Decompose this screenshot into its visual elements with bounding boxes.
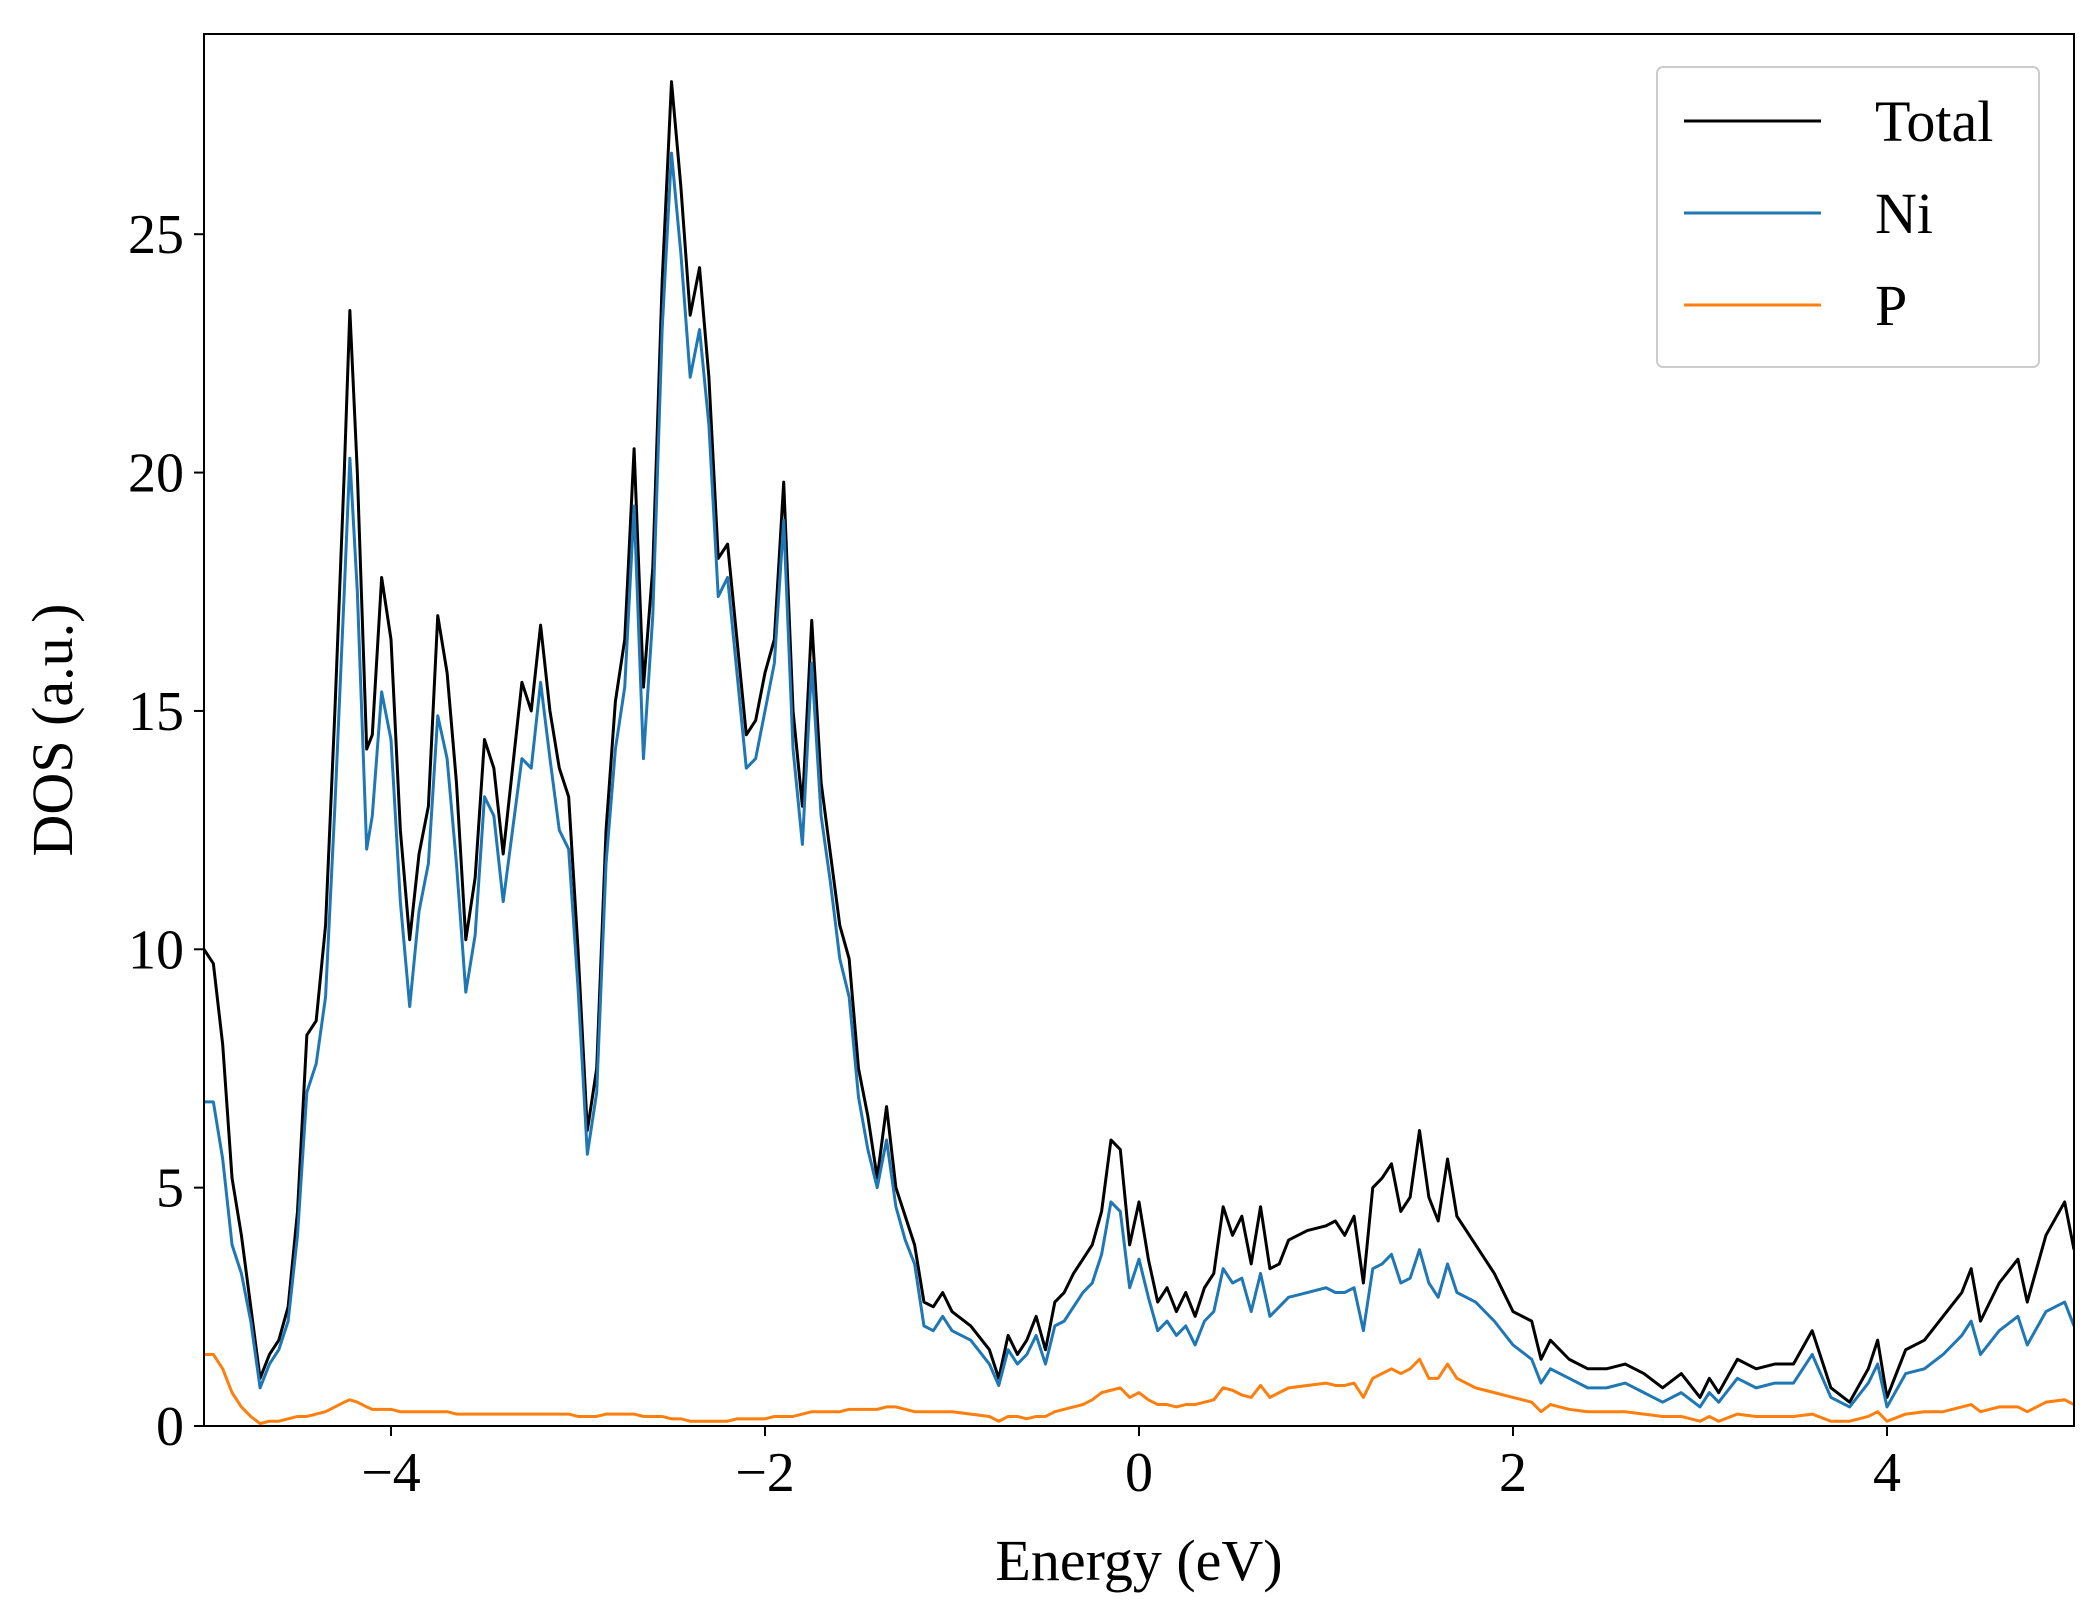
y-tick-label: 0 — [156, 1396, 184, 1458]
y-tick-label: 10 — [128, 919, 184, 981]
legend-box — [1656, 66, 2040, 368]
series-line — [204, 1352, 2074, 1426]
y-tick-label: 25 — [128, 204, 184, 266]
y-tick-label: 15 — [128, 681, 184, 743]
series-line — [204, 151, 2074, 1409]
y-tick-label: 20 — [128, 443, 184, 505]
x-tick-label: 4 — [1873, 1442, 1901, 1504]
legend-label: Total — [1875, 89, 1993, 154]
series-line — [204, 80, 2074, 1404]
x-tick-label: 0 — [1125, 1442, 1153, 1504]
y-axis-label: DOS (a.u.) — [20, 604, 85, 857]
x-axis-label: Energy (eV) — [995, 1528, 1282, 1593]
x-tick-label: −4 — [361, 1442, 421, 1504]
x-tick-label: 2 — [1499, 1442, 1527, 1504]
legend-label: Ni — [1875, 181, 1933, 246]
y-tick-label: 5 — [156, 1158, 184, 1220]
x-tick-label: −2 — [735, 1442, 795, 1504]
legend-label: P — [1875, 273, 1907, 338]
